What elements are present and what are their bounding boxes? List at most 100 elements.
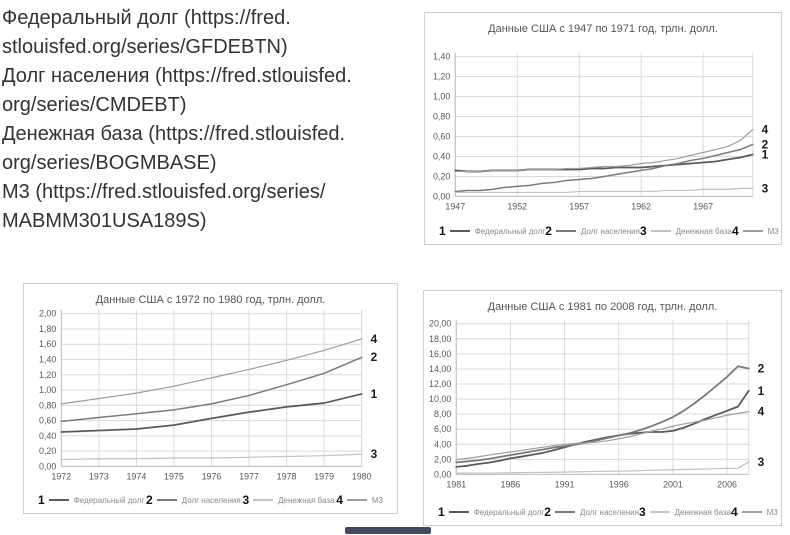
- series-end-label-3: 3: [762, 181, 769, 195]
- legend-item-1: 1 Федеральный долг: [439, 224, 545, 238]
- y-axis-tick-label: 4,00: [434, 439, 451, 449]
- series-line-3: [455, 461, 750, 474]
- x-axis-tick-label: 1952: [507, 201, 527, 211]
- series-line-2: [454, 143, 754, 193]
- x-axis-tick-label: 2006: [717, 479, 737, 489]
- x-axis-tick-label: 1974: [126, 471, 146, 481]
- y-axis-tick-label: 0,20: [433, 171, 450, 181]
- y-axis-tick-label: 0,40: [39, 431, 56, 441]
- legend-series-number: 4: [730, 505, 738, 519]
- x-axis-tick-label: 1977: [239, 471, 259, 481]
- series-end-label-3: 3: [371, 447, 378, 461]
- legend-series-label: Денежная база: [675, 226, 732, 236]
- y-axis-tick-label: 10,00: [429, 394, 451, 404]
- video-progress-bar[interactable]: [345, 527, 431, 534]
- x-axis-tick-label: 1991: [555, 479, 575, 489]
- legend-line-swatch: [741, 511, 762, 513]
- y-axis-tick-label: 12,00: [429, 379, 451, 389]
- y-axis-tick-label: 1,20: [433, 72, 450, 82]
- chart-plot: 2,00 1,80 1,60 1,40 1,20 1,00 0,80 0,60 0,40 0,20…: [39, 309, 378, 482]
- legend-series-label: Федеральный долг: [473, 507, 545, 517]
- x-axis-tick-label: 1967: [693, 201, 713, 211]
- y-axis-tick-label: 1,80: [39, 324, 56, 334]
- source-link-line: M3 (https://fred.stlouisfed.org/series/: [2, 181, 326, 203]
- series-end-label-1: 1: [371, 387, 378, 401]
- legend-series-number: 3: [638, 505, 646, 519]
- x-axis-tick-label: 1957: [569, 201, 589, 211]
- series-end-label-4: 4: [758, 405, 765, 419]
- legend-line-swatch: [253, 499, 274, 501]
- x-axis-tick-label: 1979: [314, 471, 334, 481]
- source-link-line: Долг населения (https://fred.stlouisfed.: [2, 65, 352, 87]
- chart-title: Данные США с 1972 по 1980 год, трлн. дол…: [95, 294, 326, 306]
- chart-title: Данные США с 1981 по 2008 год, трлн. дол…: [487, 301, 718, 313]
- chart-legend: 1 Федеральный долг 2 Долг населения 3 Денежна…: [438, 505, 778, 519]
- legend-item-1: 1 Федеральный долг: [38, 493, 144, 507]
- source-link-line: Денежная база (https://fred.stlouisfed.: [2, 123, 346, 145]
- legend-series-label: Долг населения: [579, 507, 639, 517]
- legend-series-label: Денежная база: [674, 507, 731, 517]
- y-axis-tick-label: 18,00: [429, 334, 451, 344]
- source-link-line: MABMM301USA189S): [2, 210, 207, 232]
- y-axis-tick-label: 1,40: [39, 355, 56, 365]
- legend-line-swatch: [448, 511, 469, 513]
- y-axis-tick-label: 0,80: [39, 400, 56, 410]
- x-axis-tick-label: 1975: [164, 471, 184, 481]
- legend-series-label: Федеральный долг: [474, 226, 546, 236]
- y-axis-tick-label: 14,00: [429, 364, 451, 374]
- legend-series-number: 4: [731, 224, 739, 238]
- x-axis-tick-label: 1996: [609, 479, 629, 489]
- chart-1981-2008: Данные США с 1981 по 2008 год, трлн. дол…: [423, 290, 782, 526]
- series-end-label-1: 1: [762, 147, 769, 161]
- x-axis-tick-label: 1981: [446, 479, 466, 489]
- legend-item-3: 3 Денежная база: [639, 505, 731, 519]
- y-axis-tick-label: 0,00: [433, 191, 450, 201]
- series-line-2: [60, 356, 363, 423]
- series-end-label-2: 2: [371, 350, 378, 364]
- series-end-label-4: 4: [762, 122, 769, 136]
- legend-line-swatch: [742, 230, 763, 232]
- legend-series-label: М3: [767, 226, 779, 236]
- legend-line-swatch: [48, 499, 69, 501]
- series-line-4: [454, 128, 754, 173]
- legend-item-3: 3 Денежная база: [640, 224, 732, 238]
- x-axis-tick-label: 1980: [352, 471, 372, 481]
- series-line-3: [454, 187, 754, 194]
- series-end-label-1: 1: [758, 384, 765, 398]
- y-axis-tick-label: 20,00: [429, 319, 451, 329]
- source-link-line: Федеральный долг (https://fred.: [2, 7, 291, 29]
- y-axis-tick-label: 1,60: [39, 339, 56, 349]
- legend-line-swatch: [449, 230, 470, 232]
- legend-series-number: 3: [242, 493, 250, 507]
- y-axis-tick-label: 2,00: [39, 309, 56, 319]
- chart-1947-1971: Данные США с 1947 по 1971 год, трлн. дол…: [424, 12, 782, 245]
- legend-line-swatch: [346, 499, 367, 501]
- legend-line-swatch: [649, 511, 670, 513]
- chart-plot: 20,0018,0016,0014,0012,0010,008,006,004,…: [429, 319, 765, 490]
- legend-line-swatch: [555, 230, 576, 232]
- x-axis-tick-label: 1947: [445, 201, 465, 211]
- legend-item-2: 2 Долг населения: [544, 505, 639, 519]
- legend-item-2: 2 Долг населения: [146, 493, 241, 507]
- chart-title: Данные США с 1947 по 1971 год, трлн. дол…: [488, 23, 718, 35]
- legend-item-4: 4 М3: [732, 224, 779, 238]
- y-axis-tick-label: 0,00: [434, 469, 451, 479]
- legend-series-label: Долг населения: [181, 495, 241, 505]
- series-line-4: [60, 338, 363, 405]
- legend-series-label: Денежная база: [278, 495, 335, 505]
- y-axis-tick-label: 0,20: [39, 446, 56, 456]
- legend-item-4: 4 М3: [336, 493, 383, 507]
- series-end-label-2: 2: [762, 137, 769, 151]
- legend-series-number: 1: [38, 493, 45, 507]
- y-axis-tick-label: 1,20: [39, 370, 56, 380]
- legend-series-label: Долг населения: [580, 226, 640, 236]
- y-axis-tick-label: 1,40: [433, 52, 450, 62]
- series-end-label-4: 4: [371, 332, 378, 346]
- legend-series-number: 4: [336, 493, 343, 507]
- source-link-line: org/series/CMDEBT): [2, 94, 187, 116]
- y-axis-tick-label: 0,60: [433, 131, 450, 141]
- x-axis-tick-label: 1978: [277, 471, 297, 481]
- y-axis-tick-label: 16,00: [429, 349, 451, 359]
- x-axis-tick-label: 1962: [631, 201, 651, 211]
